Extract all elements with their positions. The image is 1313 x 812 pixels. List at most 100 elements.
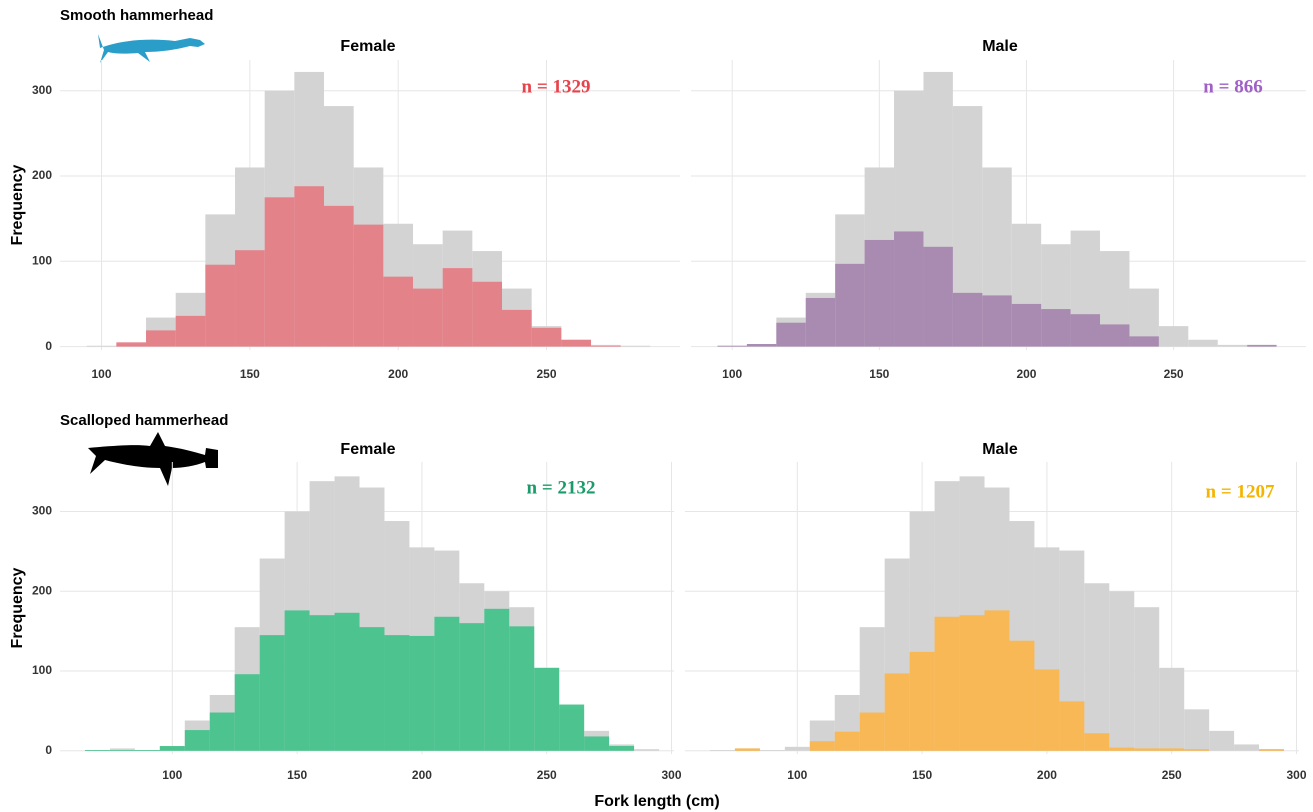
histogram-bar (159, 746, 185, 751)
histogram-bar (734, 748, 760, 751)
scalloped-shark-icon (88, 432, 218, 486)
histogram-bar (1217, 344, 1248, 347)
histogram-bar (184, 730, 210, 751)
panel-title: Male (982, 441, 1018, 458)
histogram-bar (534, 667, 560, 751)
histogram-bar (359, 627, 385, 751)
histogram-bar (434, 616, 460, 751)
annotation: n = 1207 (1206, 481, 1275, 502)
histogram-bar (409, 635, 435, 751)
histogram-bar (909, 651, 935, 751)
histogram-bar (1134, 748, 1160, 751)
histogram-bar (1129, 336, 1159, 347)
histogram-bar (959, 615, 985, 751)
histogram-bar (1209, 730, 1235, 751)
histogram-bar (284, 610, 310, 751)
histogram-bar (384, 635, 410, 751)
histogram-bar (805, 297, 836, 347)
histogram-bar (894, 231, 924, 347)
y-tick-label: 0 (45, 743, 52, 757)
histogram-bar (146, 330, 176, 347)
histogram-bar (205, 264, 236, 347)
histogram-bar (620, 345, 651, 347)
histogram-bar (109, 748, 135, 751)
histogram-bar (1159, 667, 1185, 751)
histogram-bar (309, 615, 335, 751)
histogram-bar (934, 616, 960, 751)
histogram-bar (353, 224, 384, 347)
panel: 0 100 200 300 100 150 200 250 300 Female n = 2132 S… (9, 412, 682, 782)
x-tick-label: 250 (537, 768, 557, 782)
histogram-bar (1159, 748, 1185, 751)
histogram-bar (835, 263, 865, 347)
histogram-bar (859, 712, 885, 751)
histogram-bar (442, 268, 473, 347)
histogram-bar (259, 635, 285, 751)
histogram-bar (234, 674, 260, 751)
histogram-bar (784, 746, 810, 751)
panel: 100 150 200 250 300 Male n = 1207 (685, 441, 1307, 782)
x-tick-label: 150 (912, 768, 932, 782)
histogram-bar (776, 322, 806, 347)
histogram-bar (1247, 344, 1277, 347)
histogram-bar (531, 327, 562, 347)
x-tick-label: 150 (869, 367, 889, 381)
histogram-bar (809, 741, 835, 751)
histogram-bar (584, 736, 610, 751)
histogram-bar (1009, 640, 1035, 751)
histogram-bar (759, 750, 785, 751)
histogram-bar (324, 205, 354, 347)
histogram-bar (472, 281, 503, 347)
histogram-bar (717, 345, 747, 347)
y-tick-label: 0 (45, 339, 52, 353)
histogram-bar (502, 309, 532, 347)
histogram-bar (984, 610, 1010, 751)
x-tick-label: 200 (1037, 768, 1057, 782)
x-tick-label: 300 (1286, 768, 1306, 782)
x-tick-label: 250 (1164, 367, 1184, 381)
x-tick-label: 100 (722, 367, 742, 381)
x-tick-label: 250 (536, 367, 556, 381)
histogram-bar (1084, 733, 1110, 751)
panel-title: Male (982, 38, 1018, 55)
histogram-bar (609, 746, 635, 751)
histogram-bar (84, 750, 110, 751)
histogram-bar (383, 276, 414, 347)
annotation: n = 866 (1203, 76, 1262, 97)
x-axis-label: Fork length (cm) (594, 793, 719, 810)
histogram-bar (1100, 324, 1130, 347)
histogram-bar (561, 339, 592, 347)
histogram-bar (1259, 749, 1285, 751)
y-tick-label: 200 (32, 583, 52, 597)
panel-title: Female (340, 441, 395, 458)
x-tick-label: 300 (661, 768, 681, 782)
histogram-bar (1011, 303, 1042, 347)
panel-title: Female (340, 38, 395, 55)
panel: 100 150 200 250 Male n = 866 (691, 38, 1306, 381)
histogram-bar (334, 612, 360, 751)
histogram-bar (459, 623, 485, 751)
histogram-bar (134, 750, 160, 751)
histogram-bar (834, 731, 860, 751)
x-tick-label: 150 (240, 367, 260, 381)
group-title: Scalloped hammerhead (60, 412, 228, 429)
histogram-bar (559, 704, 585, 751)
x-tick-label: 200 (388, 367, 408, 381)
annotation: n = 2132 (527, 477, 596, 498)
x-tick-label: 200 (1016, 367, 1036, 381)
x-tick-label: 100 (162, 768, 182, 782)
histogram-bar (116, 342, 147, 347)
y-axis-label: Frequency (9, 567, 26, 648)
smooth-shark-icon (98, 34, 205, 63)
y-tick-label: 300 (32, 504, 52, 518)
annotation: n = 1329 (522, 76, 591, 97)
histogram-bar (1070, 314, 1101, 347)
x-tick-label: 100 (92, 367, 112, 381)
histogram-bar (1234, 744, 1260, 751)
y-tick-label: 100 (32, 253, 52, 267)
histogram-bar (86, 345, 117, 347)
histogram-bar (109, 750, 135, 751)
histogram-bar (634, 749, 660, 751)
histogram-bar (1084, 583, 1110, 751)
